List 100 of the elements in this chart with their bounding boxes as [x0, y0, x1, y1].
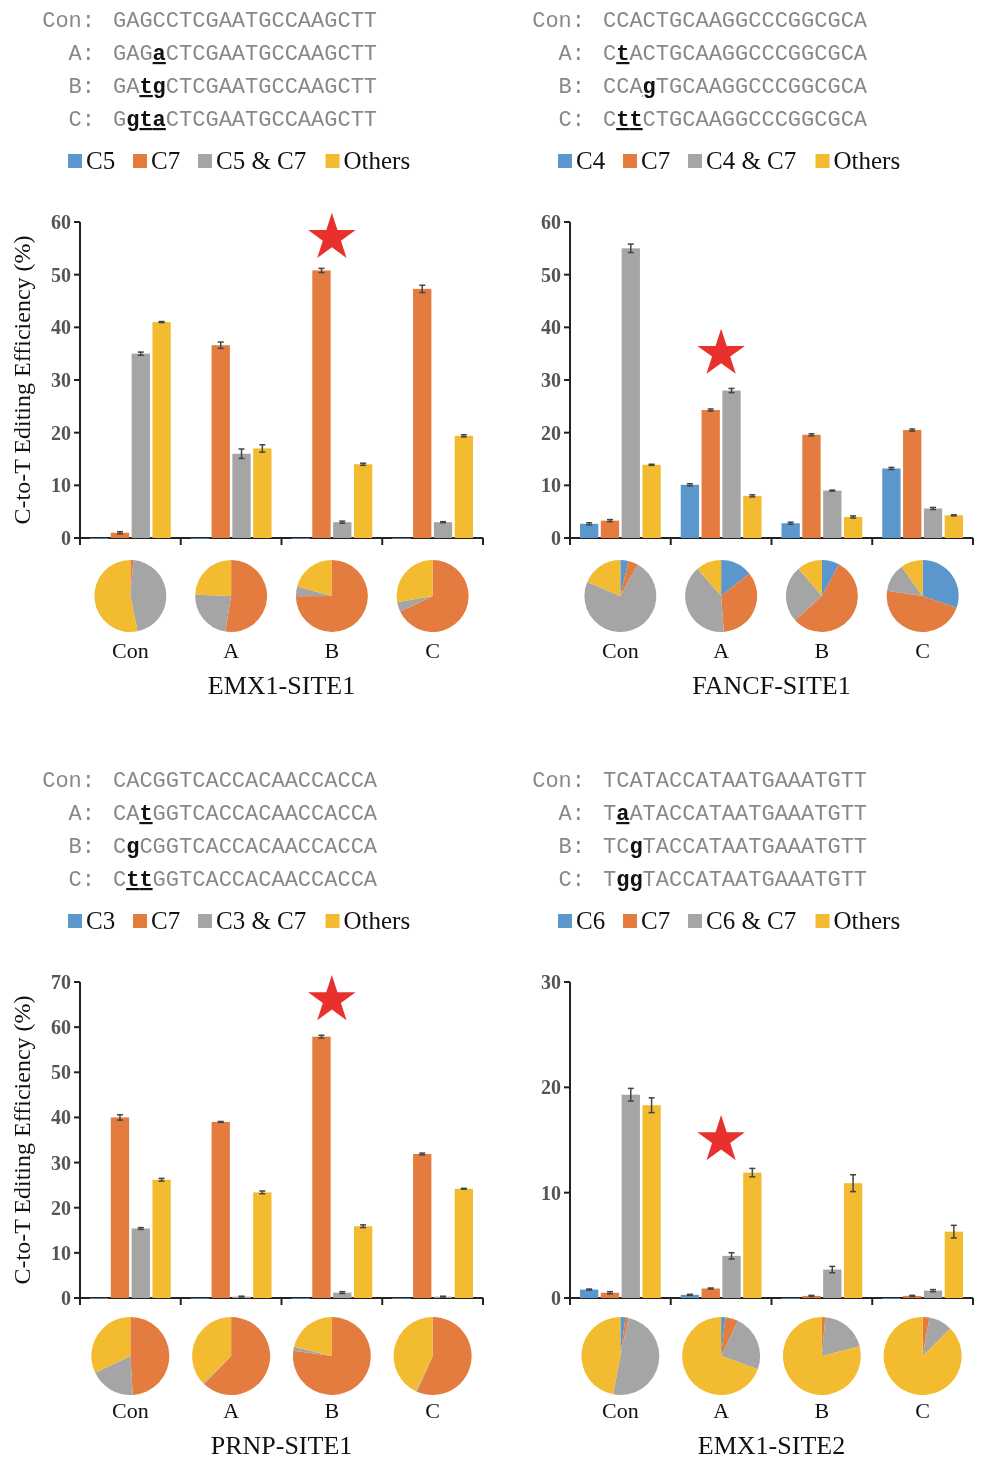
pie-slice: [887, 566, 923, 596]
pie-slice: [204, 1317, 271, 1395]
y-tick-label: 50: [51, 263, 71, 286]
legend-label: C6: [576, 907, 606, 934]
bar: [454, 1188, 473, 1298]
y-tick-label: 30: [51, 1151, 71, 1174]
text: C: GgtaCTCGAATGCCAAGCTT: [68, 108, 378, 133]
y-tick-label: 0: [551, 527, 561, 549]
y-tick-label: 0: [551, 1287, 561, 1309]
legend-label: Others: [343, 147, 411, 174]
text: FANCF-SITE1: [692, 671, 851, 700]
pie-slice: [584, 564, 657, 632]
bar: [232, 453, 251, 538]
legend-label: C5: [86, 147, 116, 174]
pie-slice: [416, 1317, 472, 1395]
bar: [580, 1289, 599, 1298]
bar: [621, 248, 640, 538]
pie-slice: [192, 1317, 232, 1384]
bar: [600, 520, 620, 538]
bar: [413, 1153, 432, 1298]
pie-slice: [620, 1317, 626, 1356]
x-tick-label: Con: [112, 1398, 149, 1423]
bar: [110, 1117, 130, 1298]
pie-slice: [721, 560, 750, 596]
text: C: CttGGTCACCACAACCACCA: [68, 868, 378, 893]
pie-slice: [293, 1317, 332, 1356]
legend-label: C7: [641, 907, 671, 934]
bar: [413, 288, 432, 538]
text: C: CttCTGCAAGGCCCGGCGCA: [558, 108, 868, 133]
x-tick-label: Con: [602, 638, 639, 663]
legend-label: Others: [833, 147, 901, 174]
text: A: CtACTGCAAGGCCCGGCGCA: [558, 42, 868, 67]
bar: [353, 1226, 373, 1298]
x-tick-label: A: [713, 638, 730, 663]
pie-slice: [292, 1317, 371, 1395]
bar: [923, 1290, 943, 1298]
pie-slice: [798, 560, 822, 596]
x-tick-label: B: [814, 638, 830, 663]
y-axis-title: C-to-T Editing Efficiency (%): [9, 995, 35, 1285]
y-tick-label: 70: [51, 971, 71, 993]
bar: [131, 353, 150, 538]
pie-slice: [415, 1356, 433, 1392]
bar: [903, 430, 922, 538]
y-tick-label: 30: [51, 369, 71, 391]
y-tick-label: 10: [51, 1241, 71, 1264]
y-tick-label: 40: [51, 316, 71, 339]
bar: [454, 435, 473, 538]
text: A: CAtGGTCACCACAACCACCA: [68, 802, 378, 827]
y-tick-label: 20: [51, 421, 71, 444]
bar: [882, 468, 901, 538]
x-tick-label: A: [223, 1398, 240, 1423]
x-tick-label: C: [915, 638, 930, 663]
pie-slice: [821, 1317, 860, 1356]
y-tick-label: 20: [51, 1196, 71, 1219]
bar: [642, 464, 661, 538]
pie-slice: [295, 560, 368, 632]
bar: [211, 345, 230, 538]
pie-slice: [721, 1317, 726, 1356]
y-tick-label: 40: [51, 1106, 71, 1129]
text: EMX1-SITE1: [207, 671, 356, 700]
y-tick-label: 0: [61, 1287, 71, 1309]
pie-slice: [91, 1317, 131, 1373]
x-tick-label: C: [425, 638, 440, 663]
bar: [843, 516, 863, 538]
legend-label: C5 & C7: [216, 147, 307, 174]
text: A: TaATACCATAATGAAATGTT: [558, 802, 868, 827]
text: Con: CCACTGCAAGGCCCGGCGCA: [532, 9, 868, 34]
pie-slice: [94, 560, 138, 632]
pie-slice: [620, 560, 638, 596]
pie-slice: [293, 1346, 332, 1356]
pie-slice: [130, 560, 167, 632]
y-tick-label: 20: [541, 1076, 561, 1099]
legend-label: C3 & C7: [216, 907, 307, 934]
text: B: TCgTACCATAATGAAATGTT: [558, 835, 868, 860]
legend-label: C3: [86, 907, 116, 934]
bar: [580, 523, 599, 538]
x-tick-label: C: [425, 1398, 440, 1423]
y-tick-label: 30: [541, 971, 561, 993]
pie-slice: [795, 564, 858, 632]
pie-slice: [883, 1317, 962, 1395]
pie-slice: [721, 1320, 761, 1370]
pie-slice: [697, 560, 722, 596]
pie-slice: [130, 1317, 170, 1395]
pie-slice: [886, 590, 957, 632]
y-tick-label: 50: [51, 1061, 71, 1084]
bar: [253, 1192, 272, 1298]
bar: [621, 1094, 640, 1298]
y-tick-label: 10: [541, 474, 561, 497]
pie-slice: [587, 560, 621, 596]
bar: [823, 490, 842, 538]
text: PRNP-SITE1: [210, 1431, 353, 1460]
y-tick-label: 0: [61, 527, 71, 549]
text: Con: GAGCCTCGAATGCCAAGCTT: [42, 9, 378, 34]
bar: [923, 508, 943, 538]
legend-label: C7: [641, 147, 671, 174]
x-tick-label: B: [324, 1398, 340, 1423]
y-tick-label: 10: [51, 474, 71, 497]
pie-slice: [901, 560, 923, 596]
pie-slice: [620, 560, 629, 596]
pie-slice: [785, 568, 822, 621]
